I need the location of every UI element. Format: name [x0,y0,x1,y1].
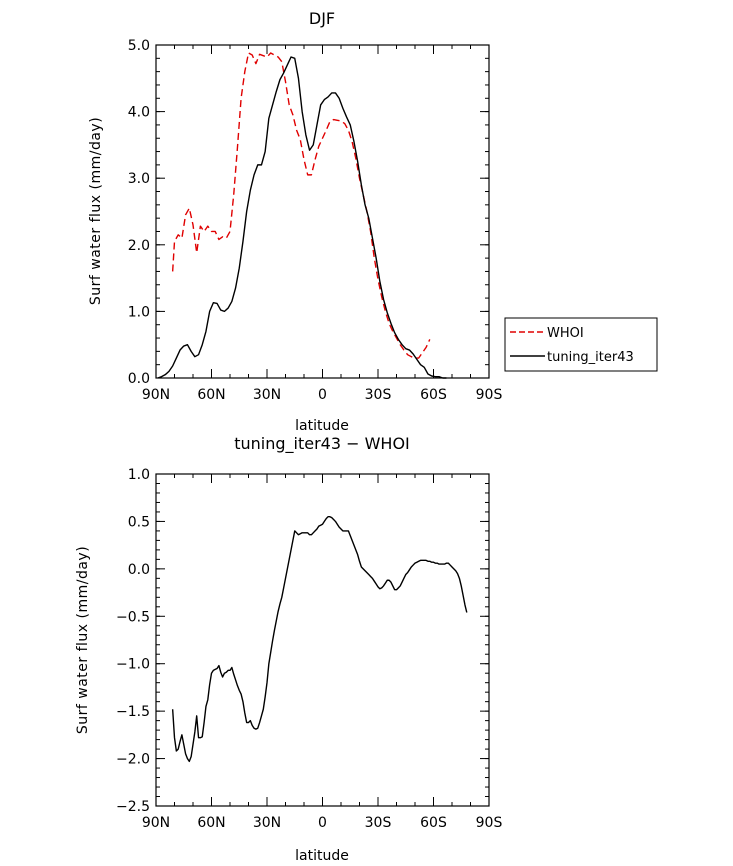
x-tick-label: 30N [253,815,281,831]
x-axis-label: latitude [295,848,349,864]
legend-box [504,317,658,372]
x-tick-labels: 90N 60N 30N 0 30S 60S 90S [142,815,503,831]
y-tick-label: −1.5 [116,704,150,720]
x-tick-label: 30S [365,815,392,831]
series-line-whoi [171,52,431,359]
y-tick-labels: 0.0 1.0 2.0 3.0 4.0 5.0 [128,38,150,387]
x-tick-label: 60S [420,387,447,403]
y-tick-label: 5.0 [128,38,150,54]
y-tick-label: 1.0 [128,304,150,320]
tick-marks [155,473,490,807]
legend: WHOI tuning_iter43 [504,317,658,372]
x-tick-label: 90N [142,815,170,831]
y-tick-label: 0.0 [128,562,150,578]
y-tick-label: 3.0 [128,171,150,187]
x-tick-label: 60N [197,387,225,403]
chart-title: tuning_iter43 − WHOI [234,434,410,454]
x-tick-label: 60S [420,815,447,831]
x-axis-label: latitude [295,418,349,434]
tick-marks [155,44,490,379]
chart-djf: DJF 0.01.02.03.04.05.0 90N 60N 30N 0 30S 60S 9… [88,9,502,434]
series-line-tuning-iter43-whoi [171,515,468,763]
y-tick-label: 2.0 [128,238,150,254]
y-tick-label: −0.5 [116,609,150,625]
legend-entry-whoi: WHOI [547,326,584,341]
y-tick-label: −2.5 [116,799,150,815]
y-tick-label: −2.0 [116,752,150,768]
x-tick-label: 60N [197,815,225,831]
y-tick-label: −1.0 [116,657,150,673]
x-tick-label: 0 [318,387,327,403]
series-line-tuning-iter43 [157,56,447,379]
x-tick-labels: 90N 60N 30N 0 30S 60S 90S [142,387,503,403]
plot-area [157,52,447,379]
y-tick-label: 0.5 [128,514,150,530]
y-tick-label: 1.0 [128,467,150,483]
y-axis-label: Surf water flux (mm/day) [75,546,91,734]
x-tick-label: 30S [365,387,392,403]
plot-area [171,515,468,763]
legend-entry-tuning: tuning_iter43 [547,350,634,365]
y-tick-labels: −2.5 −2.0 −1.5 −1.0 −0.5 0.0 0.5 1.0 [116,467,150,815]
x-tick-label: 0 [318,815,327,831]
chart-title: DJF [309,9,335,28]
y-tick-label: 4.0 [128,105,150,121]
y-axis-label: Surf water flux (mm/day) [88,117,104,305]
x-tick-label: 90N [142,387,170,403]
x-tick-label: 30N [253,387,281,403]
chart-difference: tuning_iter43 − WHOI −2.5 −2.0 −1.5 −1.0 −0.… [75,434,502,864]
y-tick-label: 0.0 [128,371,150,387]
x-tick-label: 90S [476,387,503,403]
x-tick-label: 90S [476,815,503,831]
